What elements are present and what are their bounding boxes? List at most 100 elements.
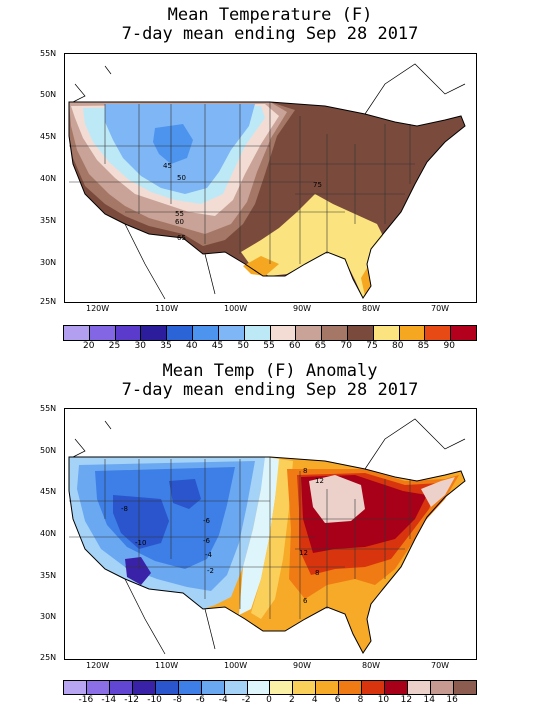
anomaly-colorbar-label: -16 [78,695,94,705]
map1-lat-label: 30N [40,258,57,267]
anomaly-colorbar-cell [362,681,386,694]
anomaly-colorbar-label: -2 [241,695,251,705]
map1-lon-label: 100W [224,304,248,313]
temperature-colorbar-cell [296,326,323,340]
temperature-colorbar-label: 70 [340,341,352,351]
temperature-colorbar-cell [141,326,168,340]
anomaly-12-14-region [309,475,365,523]
map2-lat-label: 50N [40,446,57,455]
temperature-colorbar-label: 75 [366,341,378,351]
anomaly-colorbar-cell [408,681,431,694]
anomaly-colorbar-cell [201,681,225,694]
map1-lat-label: 50N [40,90,57,99]
us-outline [68,101,466,299]
anomaly-colorbar-label: -6 [195,695,205,705]
anomaly-colorbar-label: 14 [423,695,435,705]
temperature-colorbar-cell [218,326,245,340]
map1-lon-label: 90W [293,304,312,313]
anomaly-colorbar-label: -10 [147,695,162,705]
map2-contour-label: 6 [303,597,308,605]
map2-lat-label: 45N [40,487,57,496]
anomaly-colorbar [63,680,477,695]
temperature-colorbar-cell [425,326,452,340]
anomaly-colorbar-cell [155,681,179,694]
map2-contour-label: -2 [207,567,214,575]
map2-lon-label: 110W [155,661,179,670]
anomaly-colorbar-cell [224,681,248,694]
map2-lon-label: 70W [431,661,450,670]
map1-lat-label: 40N [40,174,57,183]
anomaly-colorbar-label: 2 [289,695,295,705]
anomaly-colorbar-cell [86,681,110,694]
temp-40-45-region [153,124,193,164]
map2-contour-label: -8 [121,505,128,513]
anomaly-colorbar-label: 0 [266,695,272,705]
temperature-colorbar-cell [347,326,374,340]
map1-lat-label: 25N [40,297,57,306]
map1-contour-label: 45 [163,162,172,170]
temperature-colorbar-label: 45 [211,341,224,351]
map1-lat-label: 55N [40,49,57,58]
map2-title-line2: 7-day mean ending Sep 28 2017 [121,380,419,400]
map2-contour-label: 8 [303,467,307,475]
map2-lat-label: 30N [40,612,57,621]
map2-lat-label: 40N [40,529,57,538]
anomaly-colorbar-cell [385,681,409,694]
map2-lon-label: 80W [362,661,381,670]
temperature-colorbar-label: 90 [443,341,455,351]
anomaly-colorbar-label: 4 [311,695,318,705]
anomaly-colorbar-label: 12 [400,695,413,705]
anomaly-colorbar-cell [178,681,202,694]
anomaly-colorbar-label: -14 [101,695,117,705]
anomaly-colorbar-label: 10 [377,695,390,705]
map2-lat-label: 35N [40,571,57,580]
anomaly-colorbar-cell [64,681,87,694]
map2-contour-label: 12 [315,477,324,485]
temperature-colorbar-cell [244,326,271,340]
map2-contour-label: -10 [135,539,146,547]
anomaly-map-svg: -8 -10 -6 -6 -4 -2 8 12 12 8 6 [65,409,476,659]
map2-contour-label: -6 [203,517,211,525]
temperature-colorbar-cell [322,326,348,340]
map1-lat-label: 35N [40,216,57,225]
map1-lon-label: 70W [431,304,450,313]
map2-lat-label: 25N [40,653,57,662]
temperature-colorbar-cell [115,326,142,340]
temperature-colorbar-cell [193,326,219,340]
temperature-colorbar-label: 30 [134,341,146,351]
temperature-colorbar-cell [64,326,90,340]
map1-title-line1: Mean Temperature (F) [167,5,373,25]
anomaly-12-14-northeast [421,477,455,507]
map2-lon-label: 90W [293,661,312,670]
anomaly-colorbar-label: 6 [334,695,341,705]
anomaly-minus8-region [113,495,169,549]
anomaly-colorbar-cell [247,681,271,694]
anomaly-colorbar-cell [293,681,317,694]
map1-contour-label: 60 [175,218,184,226]
temperature-colorbar-label: 20 [83,341,95,351]
map2-lon-label: 100W [224,661,248,670]
temp-75-80-region [241,194,383,298]
anomaly-2-4-band [251,459,293,619]
map1-contour-label: 75 [313,181,322,189]
map2-contour-label: -6 [203,537,211,545]
map1-contour-label: 50 [177,174,186,182]
map1-title-line2: 7-day mean ending Sep 28 2017 [121,24,419,44]
map2-lon-label: 120W [86,661,110,670]
coastlines [72,63,466,300]
map1-lon-label: 120W [86,304,110,313]
anomaly-colorbar-cell [453,681,476,694]
temperature-colorbar-cell [451,326,476,340]
temperature-colorbar-label: 25 [108,341,121,351]
anomaly-colorbar-cell [132,681,156,694]
temperature-map: 45 50 55 60 65 75 [64,53,477,303]
map2-lat-label: 55N [40,404,57,413]
map2-contour-label: 12 [299,549,308,557]
temperature-colorbar-label: 50 [237,341,249,351]
anomaly-colorbar-cell [339,681,363,694]
anomaly-colorbar-label: -8 [172,695,182,705]
anomaly-colorbar-cell [316,681,340,694]
temperature-colorbar [63,325,477,341]
temperature-colorbar-cell [399,326,426,340]
state-boundaries [69,101,415,264]
